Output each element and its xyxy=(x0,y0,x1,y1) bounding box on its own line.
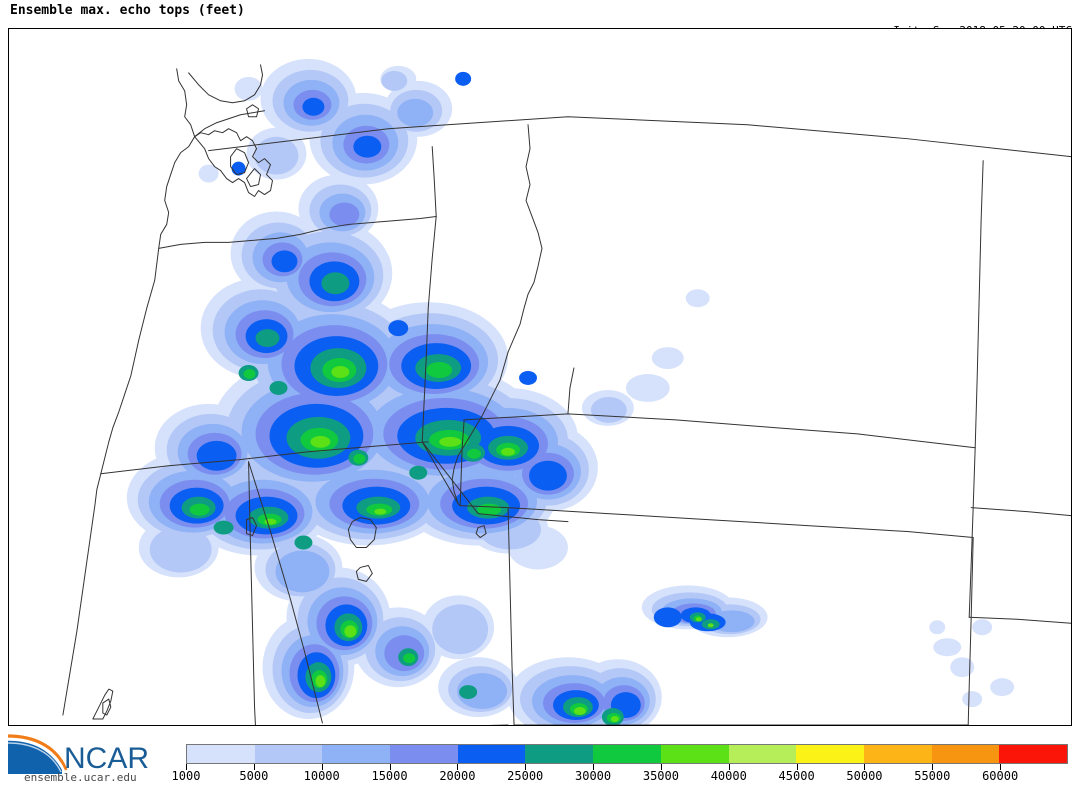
colorbar-tick-35000 xyxy=(660,764,662,770)
co-east-border xyxy=(967,537,974,725)
map-panel[interactable] xyxy=(8,28,1072,726)
colorbar-tick-label-35000: 35000 xyxy=(642,769,679,783)
puget-sound-coast xyxy=(194,128,274,198)
bear-lake xyxy=(475,525,487,539)
colorbar-tick-10000 xyxy=(321,764,323,770)
colorbar-bin-50000 xyxy=(863,745,932,763)
id-or-border xyxy=(421,215,437,443)
colorbar-tick-20000 xyxy=(457,764,459,770)
pacific-coastline xyxy=(62,68,196,716)
us-canada-border xyxy=(208,116,1071,158)
colorbar-tick-label-30000: 30000 xyxy=(575,769,612,783)
ncar-logo-mark xyxy=(7,734,68,774)
wa-or-border xyxy=(158,215,437,249)
puget-inner-1 xyxy=(230,148,250,176)
page-title: Ensemble max. echo tops (feet) xyxy=(10,3,245,18)
sf-bay-inner xyxy=(102,698,112,716)
colorbar-tick-label-10000: 10000 xyxy=(303,769,340,783)
colorbar-bin-55000 xyxy=(931,745,1000,763)
echo-tops-map[interactable] xyxy=(9,29,1071,725)
colorbar[interactable]: 1000 5000 10000 15000 20000 25000 30000 35000 40… xyxy=(172,744,1068,788)
colorbar-bin-20000 xyxy=(457,745,526,763)
colorbar-bin-5000 xyxy=(254,745,323,763)
colorbar-tick-50000 xyxy=(864,764,866,770)
wy-east-border xyxy=(968,447,976,618)
colorbar-tick-30000 xyxy=(593,764,595,770)
colorbar-tick-25000 xyxy=(525,764,527,770)
utah-lake xyxy=(355,564,373,582)
or-ca-nv-border xyxy=(100,441,429,475)
band-35000-40000 xyxy=(264,366,714,723)
colorbar-ticks xyxy=(186,764,1068,770)
wy-west-border xyxy=(459,419,465,507)
colorbar-bin-30000 xyxy=(593,745,661,763)
id-ut-border xyxy=(421,441,461,507)
wa-id-border xyxy=(431,146,437,217)
colorbar-bin-60000 xyxy=(999,745,1067,763)
san-juan-islands xyxy=(246,104,260,118)
colorbar-tick-1000 xyxy=(186,764,187,770)
great-salt-lake xyxy=(347,517,377,549)
colorbar-tick-label-55000: 55000 xyxy=(914,769,951,783)
colorbar-bin-10000 xyxy=(322,745,391,763)
colorbar-tick-45000 xyxy=(796,764,798,770)
ncar-logo[interactable]: NCAR ensemble.ucar.edu xyxy=(6,732,176,784)
colorado-river xyxy=(256,717,283,725)
political-boundaries xyxy=(62,64,1071,725)
colorbar-tick-55000 xyxy=(932,764,934,770)
colorbar-tick-40000 xyxy=(728,764,730,770)
ncar-logo-svg: NCAR ensemble.ucar.edu xyxy=(7,734,149,784)
colorbar-tick-label-15000: 15000 xyxy=(371,769,408,783)
colorbar-bin-15000 xyxy=(390,745,458,763)
colorbar-bin-40000 xyxy=(728,745,797,763)
colorbar-bin-35000 xyxy=(660,745,729,763)
colorbar-tick-label-45000: 45000 xyxy=(778,769,815,783)
strait-juan-de-fuca xyxy=(194,110,266,138)
san-francisco-bay xyxy=(92,688,114,720)
colorbar-labels: 1000 5000 10000 15000 20000 25000 30000 35000 40… xyxy=(172,769,1068,787)
mt-east-border xyxy=(974,160,984,449)
colorbar-bin-45000 xyxy=(796,745,864,763)
echo-top-field xyxy=(126,58,1015,725)
colorbar-tick-label-40000: 40000 xyxy=(710,769,747,783)
colorbar-tick-label-60000: 60000 xyxy=(982,769,1019,783)
colorbar-tick-5000 xyxy=(253,764,255,770)
id-mt-border xyxy=(451,124,543,505)
pyramid-lake xyxy=(246,517,258,537)
mt-wy-jog xyxy=(567,367,575,415)
colorbar-tick-60000 xyxy=(1000,764,1002,770)
ne-co-border xyxy=(968,616,1071,624)
puget-inner-2 xyxy=(246,168,262,188)
colorbar-tick-label-1000: 1000 xyxy=(171,769,201,783)
header-bar: Ensemble max. echo tops (feet) Init: Sun… xyxy=(0,0,1080,73)
wy-south-border xyxy=(507,507,974,539)
colorbar-bin-1000 xyxy=(187,745,255,763)
footer-bar: NCAR ensemble.ucar.edu 1000 5000 10000 1500… xyxy=(0,728,1080,792)
wy-north-border xyxy=(463,413,976,449)
vancouver-island xyxy=(188,64,264,104)
ut-wy-co-border xyxy=(459,505,515,725)
colorbar-gradient xyxy=(186,744,1068,764)
colorbar-tick-label-5000: 5000 xyxy=(239,769,269,783)
ncar-wordmark: NCAR xyxy=(64,742,149,775)
ncar-url: ensemble.ucar.edu xyxy=(24,771,137,784)
colorbar-tick-label-25000: 25000 xyxy=(507,769,544,783)
colorbar-tick-15000 xyxy=(389,764,391,770)
ne-sd-border xyxy=(970,507,1071,517)
colorbar-tick-label-20000: 20000 xyxy=(439,769,476,783)
nv-ca-border xyxy=(248,461,323,724)
colorbar-tick-label-50000: 50000 xyxy=(846,769,883,783)
colorbar-bin-25000 xyxy=(525,745,594,763)
